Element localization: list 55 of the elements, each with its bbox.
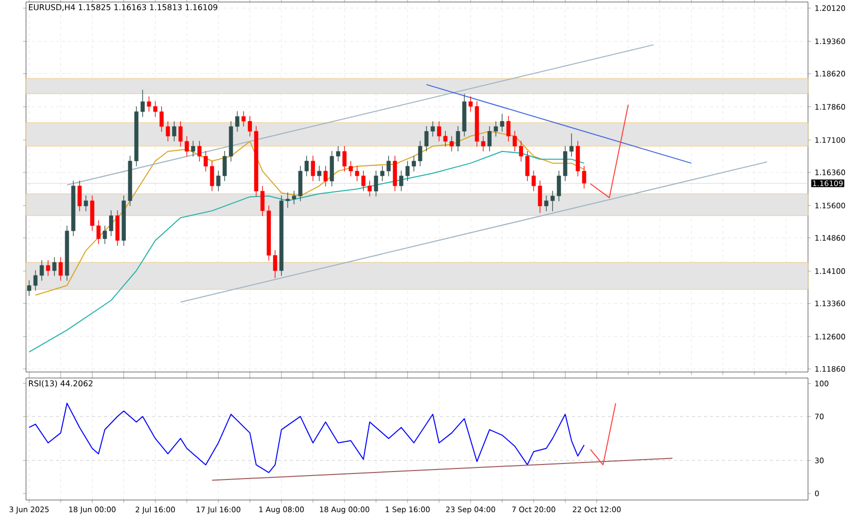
candlestick (512, 130, 517, 152)
candlestick (216, 170, 220, 192)
candlestick (178, 120, 183, 147)
candlestick (399, 170, 404, 192)
candlestick (336, 146, 340, 162)
candlestick (260, 186, 265, 216)
candlestick (304, 155, 309, 177)
candlestick (506, 116, 510, 142)
candlestick (273, 250, 278, 278)
candlestick (102, 225, 107, 244)
candlestick (324, 165, 328, 187)
candlestick (84, 195, 88, 212)
candlestick (78, 180, 82, 212)
candlestick (140, 89, 145, 118)
candlestick (184, 136, 189, 157)
candlestick (450, 136, 454, 152)
candlestick (532, 170, 536, 192)
candlestick (52, 256, 56, 276)
candlestick (96, 220, 101, 244)
candlestick (430, 120, 435, 137)
candlestick (374, 170, 378, 197)
candlestick (58, 256, 63, 282)
candlestick (500, 113, 504, 132)
candlestick (481, 136, 486, 152)
chart-title: RSI(13) 44.2062 (28, 380, 92, 388)
candlestick (569, 133, 574, 157)
candlestick (191, 140, 196, 157)
candlestick (310, 155, 315, 182)
candlestick (109, 210, 114, 236)
candlestick (538, 180, 542, 214)
candlestick (456, 126, 460, 152)
candlestick (544, 195, 548, 212)
chart-title: EURUSD,H4 1.15825 1.16163 1.15813 1.16109 (28, 4, 218, 12)
candlestick (342, 146, 347, 172)
candlestick (368, 180, 372, 197)
candlestick (582, 165, 586, 189)
candlestick (348, 160, 353, 177)
candlestick (204, 150, 208, 172)
candlestick (317, 165, 322, 182)
line-series (28, 402, 585, 474)
line-series (34, 130, 585, 296)
candlestick (197, 140, 202, 162)
candlestick (494, 120, 498, 137)
candlestick (146, 96, 152, 112)
candlestick (487, 126, 492, 152)
candlestick (235, 110, 240, 132)
candlestick (153, 100, 158, 118)
candlestick (386, 155, 391, 177)
candlestick (46, 260, 50, 276)
candlestick (172, 120, 176, 142)
candlestick (286, 192, 290, 208)
candlestick (292, 190, 296, 205)
candlestick (380, 165, 384, 182)
candlestick (210, 160, 214, 192)
candlestick (40, 260, 44, 282)
